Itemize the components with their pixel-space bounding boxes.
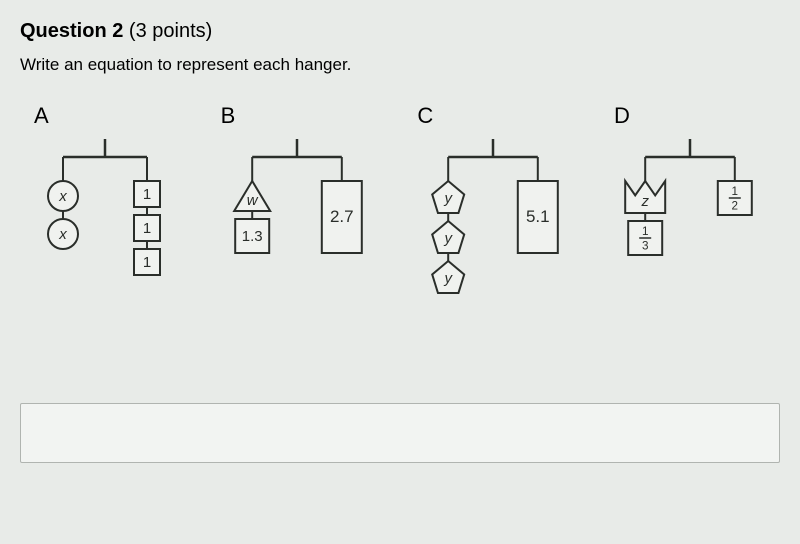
hanger-svg-D: z 1 3 1 2 <box>610 139 770 349</box>
svg-text:2.7: 2.7 <box>330 207 354 226</box>
hanger-label-C: C <box>417 103 433 129</box>
svg-text:1: 1 <box>143 186 151 203</box>
svg-text:1: 1 <box>732 185 739 198</box>
hanger-label-B: B <box>221 103 236 129</box>
svg-text:z: z <box>640 193 649 210</box>
svg-text:1: 1 <box>143 220 151 237</box>
hanger-A: A x x 1 1 1 <box>30 103 180 349</box>
hanger-C: C y y y 5.1 <box>413 103 573 369</box>
svg-text:1.3: 1.3 <box>241 228 262 245</box>
svg-text:x: x <box>58 226 67 243</box>
question-number: Question 2 <box>20 20 123 42</box>
svg-text:1: 1 <box>143 254 151 271</box>
svg-text:3: 3 <box>642 240 649 253</box>
question-points: (3 points) <box>123 20 212 42</box>
hanger-svg-C: y y y 5.1 <box>413 139 573 369</box>
svg-text:w: w <box>246 192 258 209</box>
hanger-D: D z 1 3 1 2 <box>610 103 770 349</box>
hanger-label-A: A <box>34 103 49 129</box>
question-prompt: Write an equation to represent each hang… <box>20 55 780 75</box>
answer-input-area[interactable] <box>20 403 780 463</box>
svg-text:5.1: 5.1 <box>526 207 550 226</box>
hanger-B: B w 1.3 2.7 <box>217 103 377 349</box>
svg-text:y: y <box>444 270 454 287</box>
hanger-svg-A: x x 1 1 1 <box>30 139 180 349</box>
hanger-label-D: D <box>614 103 630 129</box>
hanger-svg-B: w 1.3 2.7 <box>217 139 377 349</box>
page-container: Question 2 (3 points) Write an equation … <box>0 0 800 544</box>
hangers-row: A x x 1 1 1 B w 1.3 2.7 C y y y 5.1 D z 1 3 1 2 <box>20 103 780 369</box>
svg-text:1: 1 <box>642 225 649 238</box>
svg-text:y: y <box>444 230 454 247</box>
svg-text:x: x <box>58 188 67 205</box>
svg-text:2: 2 <box>732 200 739 213</box>
svg-text:y: y <box>444 190 454 207</box>
question-title: Question 2 (3 points) <box>20 20 780 43</box>
